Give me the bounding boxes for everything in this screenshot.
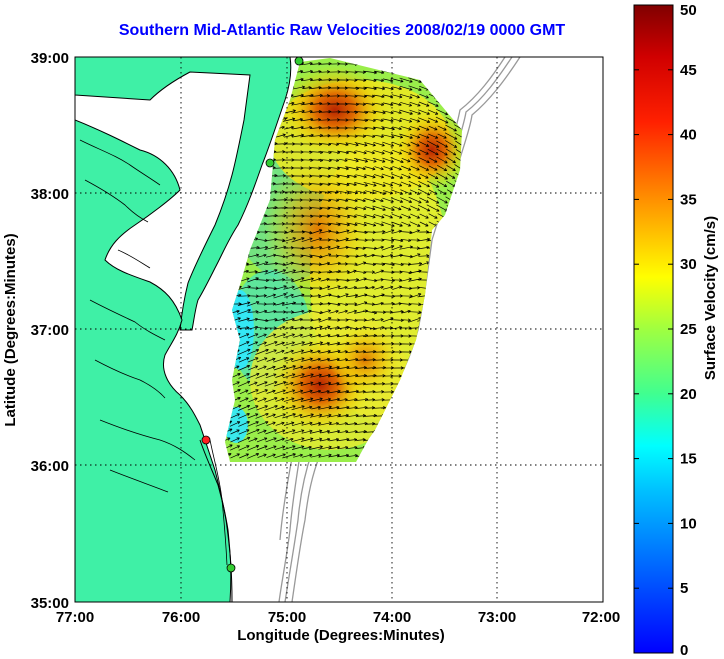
x-tick-label: 73:00	[478, 609, 516, 626]
grid-lines	[75, 57, 603, 602]
colorbar-label: Surface Velocity (cm/s)	[702, 216, 719, 380]
x-tick-label: 75:00	[268, 609, 306, 626]
station-marker[interactable]	[226, 563, 236, 573]
x-tick-label: 76:00	[162, 609, 200, 626]
colorbar-tick-label: 20	[680, 386, 697, 403]
colorbar-tick-label: 15	[680, 451, 697, 468]
colorbar-tick-label: 30	[680, 256, 697, 273]
x-tick-label: 74:00	[373, 609, 411, 626]
land	[75, 57, 292, 602]
colorbar-tick-label: 40	[680, 127, 697, 144]
y-tick-labels: 35:00 36:00 37:00 38:00 39:00	[31, 50, 69, 612]
station-marker[interactable]	[294, 57, 304, 66]
western-shore	[75, 119, 232, 602]
colorbar: 0 5 10 15 20 25 30 35 40 45 50 Surface Velocity (c…	[633, 2, 719, 659]
y-tick-label: 36:00	[31, 458, 69, 475]
stations	[201, 57, 304, 573]
y-tick-label: 38:00	[31, 186, 69, 203]
colorbar-tick-label: 10	[680, 515, 697, 532]
colorbar-tick-label: 5	[680, 580, 688, 597]
colorbar-ticks: 0 5 10 15 20 25 30 35 40 45 50	[634, 2, 697, 659]
x-axis-label: Longitude (Degrees:Minutes)	[237, 627, 445, 644]
x-tick-labels: 77:00 76:00 75:00 74:00 73:00 72:00	[56, 609, 620, 626]
station-marker[interactable]	[201, 435, 211, 445]
colorbar-scale	[633, 4, 674, 654]
y-axis-label: Latitude (Degrees:Minutes)	[2, 233, 19, 426]
station-marker[interactable]	[265, 158, 275, 168]
colorbar-tick-label: 25	[680, 321, 697, 338]
y-tick-label: 35:00	[31, 595, 69, 612]
chart-title: Southern Mid-Atlantic Raw Velocities 200…	[118, 22, 566, 39]
y-tick-label: 37:00	[31, 322, 69, 339]
x-tick-label: 77:00	[56, 609, 94, 626]
y-tick-label: 39:00	[31, 50, 69, 67]
colorbar-tick-label: 45	[680, 62, 697, 79]
colorbar-tick-label: 50	[680, 2, 697, 19]
delmarva-peninsula	[75, 57, 292, 331]
colorbar-tick-label: 0	[680, 642, 688, 659]
x-tick-label: 72:00	[582, 609, 620, 626]
map-area	[75, 57, 603, 602]
colorbar-tick-label: 35	[680, 191, 697, 208]
plot-frame	[74, 56, 604, 603]
